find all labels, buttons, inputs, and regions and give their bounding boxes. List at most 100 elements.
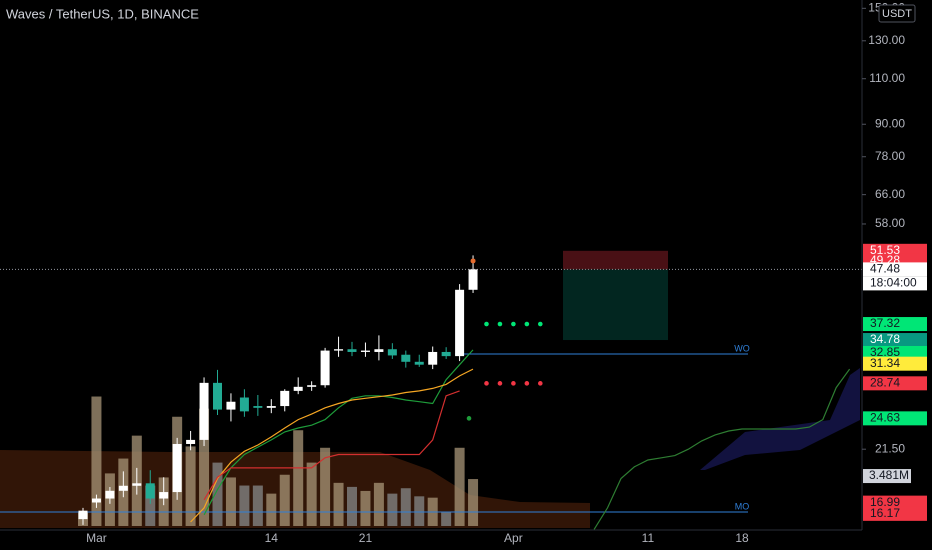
currency-label: USDT bbox=[882, 8, 912, 20]
plot: WO MO bbox=[0, 250, 862, 530]
y-tick-label: 130.00 bbox=[868, 33, 905, 47]
y-tick-label: 110.00 bbox=[869, 71, 905, 85]
price-badge bbox=[863, 506, 927, 521]
price-badge-label: 34.78 bbox=[870, 332, 900, 346]
price-badge bbox=[863, 262, 927, 277]
indicator-line bbox=[203, 390, 460, 501]
countdown-badge bbox=[863, 276, 927, 291]
volume-bar bbox=[266, 493, 277, 526]
candle-body bbox=[118, 485, 128, 491]
y-tick-label: 58.00 bbox=[875, 216, 905, 230]
signal-dot bbox=[484, 381, 489, 386]
volume-bar bbox=[373, 482, 384, 526]
x-tick-label: Mar bbox=[86, 531, 107, 545]
candle-body bbox=[199, 382, 209, 440]
candle-body bbox=[320, 350, 330, 386]
chart-title: Waves / TetherUS, 1D, BINANCE bbox=[6, 6, 199, 21]
x-tick-label: 14 bbox=[265, 531, 279, 545]
volume-bar bbox=[293, 430, 304, 526]
volume-bar bbox=[306, 462, 317, 526]
x-tick-label: Apr bbox=[504, 531, 523, 545]
volume-bar bbox=[441, 512, 452, 526]
candle-body bbox=[145, 483, 155, 499]
level-label: MO bbox=[735, 501, 750, 511]
signal-dot bbox=[470, 258, 476, 264]
axis: 150.00130.00110.0090.0078.0066.0058.0021… bbox=[86, 0, 927, 545]
volume-bar bbox=[414, 496, 425, 526]
price-badge-label: 32.85 bbox=[870, 345, 900, 359]
volume-bar bbox=[199, 408, 210, 526]
candle-body bbox=[293, 386, 303, 391]
candle-body bbox=[334, 349, 344, 351]
volume-bar bbox=[212, 462, 223, 526]
level-label: WO bbox=[734, 343, 750, 353]
volume-bar bbox=[252, 485, 263, 526]
signal-dot bbox=[511, 321, 516, 327]
price-badge bbox=[863, 376, 927, 391]
volume-bar bbox=[91, 396, 102, 526]
price-badge bbox=[863, 411, 927, 426]
signal-dot bbox=[538, 381, 543, 386]
signal-dot bbox=[497, 381, 503, 386]
price-badge-label: 47.48 bbox=[870, 262, 900, 276]
candle-body bbox=[428, 351, 438, 365]
volume-bar bbox=[454, 447, 465, 526]
currency-button[interactable] bbox=[878, 4, 916, 23]
price-badge bbox=[863, 317, 927, 332]
price-badge-label: 28.74 bbox=[870, 376, 900, 390]
price-badge bbox=[863, 356, 927, 371]
candle-body bbox=[307, 385, 317, 387]
volume-bar bbox=[320, 447, 331, 526]
candle-body bbox=[468, 269, 478, 290]
price-badge-label: 24.63 bbox=[870, 411, 900, 425]
volume-bar bbox=[225, 477, 236, 526]
candle-body bbox=[132, 483, 142, 486]
y-tick-label: 66.00 bbox=[875, 187, 905, 201]
signal-dot bbox=[466, 416, 472, 421]
stop-zone bbox=[563, 250, 668, 270]
candle-body bbox=[105, 490, 115, 499]
candle-body bbox=[91, 498, 101, 503]
volume-bar bbox=[333, 482, 344, 526]
candle-body bbox=[172, 443, 182, 493]
signal-dot bbox=[484, 321, 489, 327]
price-badge bbox=[863, 333, 927, 348]
indicator-line bbox=[593, 368, 851, 530]
candle-body bbox=[374, 349, 384, 352]
price-badge bbox=[863, 345, 927, 360]
volume-bar bbox=[347, 486, 357, 526]
y-tick-label: 90.00 bbox=[875, 116, 905, 130]
signal-dot bbox=[538, 321, 543, 327]
price-badge-label: 16.99 bbox=[870, 495, 900, 509]
volume-bar bbox=[387, 493, 398, 526]
volume-bar bbox=[360, 490, 371, 526]
candle-body bbox=[213, 382, 222, 410]
candle-body bbox=[347, 349, 357, 352]
x-tick-label: 11 bbox=[642, 531, 655, 545]
x-tick-label: 21 bbox=[359, 531, 373, 545]
price-badge bbox=[863, 495, 927, 510]
candle-body bbox=[387, 349, 397, 356]
candle-body bbox=[159, 492, 169, 499]
candle-body bbox=[226, 401, 236, 410]
y-tick-label: 78.00 bbox=[875, 149, 905, 163]
candle-body bbox=[239, 397, 249, 412]
signal-dot bbox=[511, 381, 516, 386]
candle-body bbox=[455, 289, 465, 357]
countdown: 18:04:00 bbox=[870, 276, 917, 290]
candle-body bbox=[280, 390, 290, 407]
y-tick-label: 21.50 bbox=[875, 441, 905, 455]
price-badge-label: 51.53 bbox=[870, 243, 900, 257]
signal-dot bbox=[524, 321, 530, 327]
volume-bar bbox=[239, 485, 250, 526]
signal-dot bbox=[497, 321, 503, 327]
indicator-line bbox=[190, 368, 474, 523]
candle-body bbox=[186, 439, 196, 444]
candle-body bbox=[360, 350, 370, 352]
indicator-line bbox=[203, 349, 474, 516]
price-badge-label: 31.34 bbox=[870, 356, 900, 370]
volume-bar bbox=[468, 479, 479, 526]
volume-bar bbox=[185, 446, 196, 526]
